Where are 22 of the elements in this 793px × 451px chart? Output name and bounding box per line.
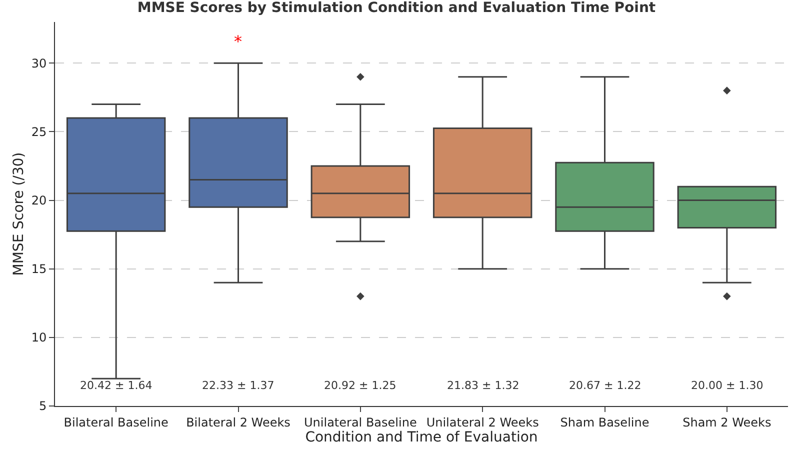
- annotation: 20.92 ± 1.25: [324, 379, 396, 392]
- x-tick-label: Unilateral Baseline: [304, 415, 417, 430]
- x-axis-title: Condition and Time of Evaluation: [305, 429, 538, 446]
- y-tick-label: 25: [31, 124, 47, 139]
- x-tick-label: Bilateral Baseline: [64, 415, 168, 430]
- y-tick-label: 30: [31, 56, 47, 70]
- y-tick-label: 15: [31, 262, 47, 276]
- x-tick-label: Sham Baseline: [560, 415, 650, 430]
- annotation: 22.33 ± 1.37: [202, 379, 274, 392]
- y-tick-label: 5: [38, 399, 47, 414]
- chart-title: MMSE Scores by Stimulation Condition and Evaluation Time Point: [137, 0, 656, 16]
- x-tick-label: Unilateral 2 Weeks: [426, 415, 539, 430]
- annotation: 20.00 ± 1.30: [691, 379, 764, 392]
- annotation: 21.83 ± 1.32: [447, 379, 520, 392]
- annotation: 20.67 ± 1.22: [569, 379, 642, 392]
- x-tick-label: Bilateral 2 Weeks: [186, 415, 290, 430]
- annotation: 20.42 ± 1.64: [80, 379, 152, 392]
- y-tick-label: 10: [31, 330, 47, 345]
- y-tick-label: 20: [31, 193, 47, 208]
- x-tick-label: Sham 2 Weeks: [682, 415, 772, 430]
- annotation: *: [234, 32, 242, 51]
- y-axis-title: MMSE Score (/30): [10, 152, 27, 276]
